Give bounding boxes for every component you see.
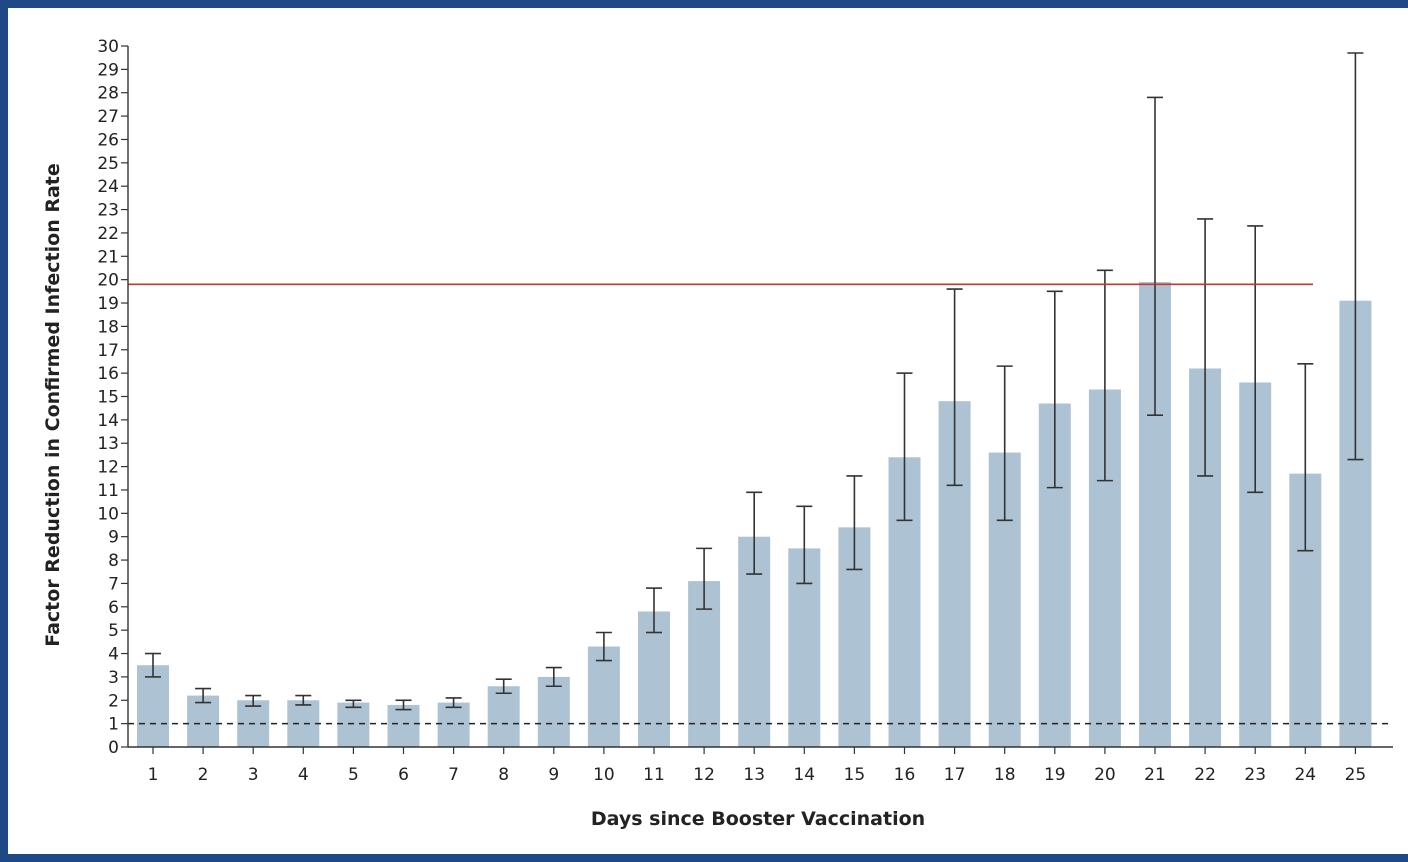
x-tick-label-5: 5 [348,765,359,785]
error-bar-day-23 [1247,225,1264,494]
error-bar-day-11 [646,587,662,634]
y-tick-label-6: 6 [108,598,119,618]
x-tick-label-24: 24 [1294,765,1316,785]
error-bar-day-4 [295,694,312,706]
error-bar-day-1 [145,652,161,678]
error-bar-day-5 [345,699,362,709]
y-tick-label-5: 5 [108,621,119,641]
error-bar-day-6 [395,699,412,711]
x-tick-label-3: 3 [248,765,259,785]
x-tick-label-10: 10 [593,765,615,785]
x-tick-label-13: 13 [743,765,765,785]
x-axis: 1 2 3 4 5 6 7 8 9 10 11 12 13 14 15 16 17 18 19 20 21 22 23 24 2… [128,746,1393,785]
error-bar-day-22 [1197,218,1214,477]
error-bar-day-12 [696,547,713,610]
error-bar-day-18 [996,365,1013,522]
error-bar-day-25 [1347,52,1364,461]
error-bar-day-3 [245,694,262,707]
x-axis-title: Days since Booster Vaccination [591,808,925,830]
error-bar-day-10 [595,631,612,662]
error-bar-day-8 [495,678,512,695]
x-tick-label-11: 11 [643,765,665,785]
y-tick-label-15: 15 [97,388,119,408]
y-tick-label-0: 0 [108,738,119,758]
y-tick-label-26: 26 [97,130,119,150]
y-tick-label-10: 10 [97,504,119,524]
y-tick-label-3: 3 [108,668,119,688]
x-tick-label-25: 25 [1345,765,1367,785]
y-tick-label-2: 2 [108,691,119,711]
y-tick-label-9: 9 [108,528,119,548]
y-axis: 0123456789101112131415161718192021222324… [97,37,129,758]
y-tick-label-12: 12 [97,458,119,478]
bar-day-10 [587,646,620,747]
y-tick-label-27: 27 [97,107,119,127]
y-tick-label-29: 29 [97,60,119,80]
error-bar-day-24 [1297,362,1314,552]
error-bar-day-7 [445,697,462,709]
error-bar-day-19 [1046,290,1063,489]
x-tick-label-4: 4 [298,765,309,785]
y-tick-label-4: 4 [108,645,119,665]
y-axis-title: Factor Reduction in Confirmed Infection … [42,163,64,647]
x-tick-label-15: 15 [844,765,866,785]
error-bar-day-20 [1096,269,1113,482]
bar-day-2 [187,695,220,747]
bar-day-11 [638,611,670,747]
y-tick-label-16: 16 [97,364,119,384]
y-tick-label-8: 8 [108,551,119,571]
x-tick-label-20: 20 [1094,765,1116,785]
x-tick-label-22: 22 [1194,765,1216,785]
y-tick-label-22: 22 [97,224,119,244]
error-bar-day-13 [746,491,763,575]
x-tick-label-18: 18 [994,765,1016,785]
x-tick-label-1: 1 [148,765,159,785]
bar-day-6 [387,704,420,747]
y-tick-label-13: 13 [97,434,119,454]
x-tick-label-12: 12 [693,765,715,785]
error-bar-day-21 [1147,96,1163,416]
y-tick-label-30: 30 [97,37,119,57]
y-tick-label-18: 18 [97,317,119,337]
y-tick-label-7: 7 [108,574,119,594]
error-bar-day-2 [195,687,212,704]
error-bar-day-9 [545,666,562,688]
x-tick-label-6: 6 [398,765,409,785]
x-tick-label-14: 14 [793,765,815,785]
x-tick-label-17: 17 [944,765,966,785]
x-tick-label-19: 19 [1044,765,1066,785]
y-tick-label-28: 28 [97,84,119,104]
reference-lines [128,283,1393,725]
y-tick-label-25: 25 [97,154,119,174]
y-tick-label-24: 24 [97,177,119,197]
error-bar-day-15 [846,475,863,571]
x-tick-label-9: 9 [548,765,559,785]
y-tick-label-20: 20 [97,271,119,291]
y-tick-label-19: 19 [97,294,119,314]
y-tick-label-21: 21 [97,247,119,267]
y-tick-label-23: 23 [97,201,119,221]
y-tick-label-1: 1 [108,715,119,735]
bar-day-5 [337,702,370,747]
bar-day-8 [487,686,520,747]
chart-frame: 0 1 2 3 4 5 6 7 8 9 10 11 12 13 14 15 16 17 18 19 20 21 22 23 24… [8,8,1408,854]
error-bars [145,52,1364,711]
bar-chart: 0123456789101112131415161718192021222324… [42,37,1393,830]
error-bar-day-14 [796,505,813,585]
y-tick-label-11: 11 [97,481,119,501]
x-tick-label-8: 8 [498,765,509,785]
bar-day-1 [137,665,169,747]
x-tick-label-16: 16 [894,765,916,785]
x-tick-label-7: 7 [448,765,459,785]
bar-day-4 [287,700,320,747]
y-tick-label-14: 14 [97,411,119,431]
x-tick-label-2: 2 [198,765,209,785]
error-bar-day-16 [896,372,913,522]
error-bar-day-17 [946,288,963,487]
bar-day-9 [537,676,570,747]
bar-day-7 [437,702,470,747]
x-tick-label-21: 21 [1144,765,1166,785]
y-tick-label-17: 17 [97,341,119,361]
x-tick-label-23: 23 [1244,765,1266,785]
